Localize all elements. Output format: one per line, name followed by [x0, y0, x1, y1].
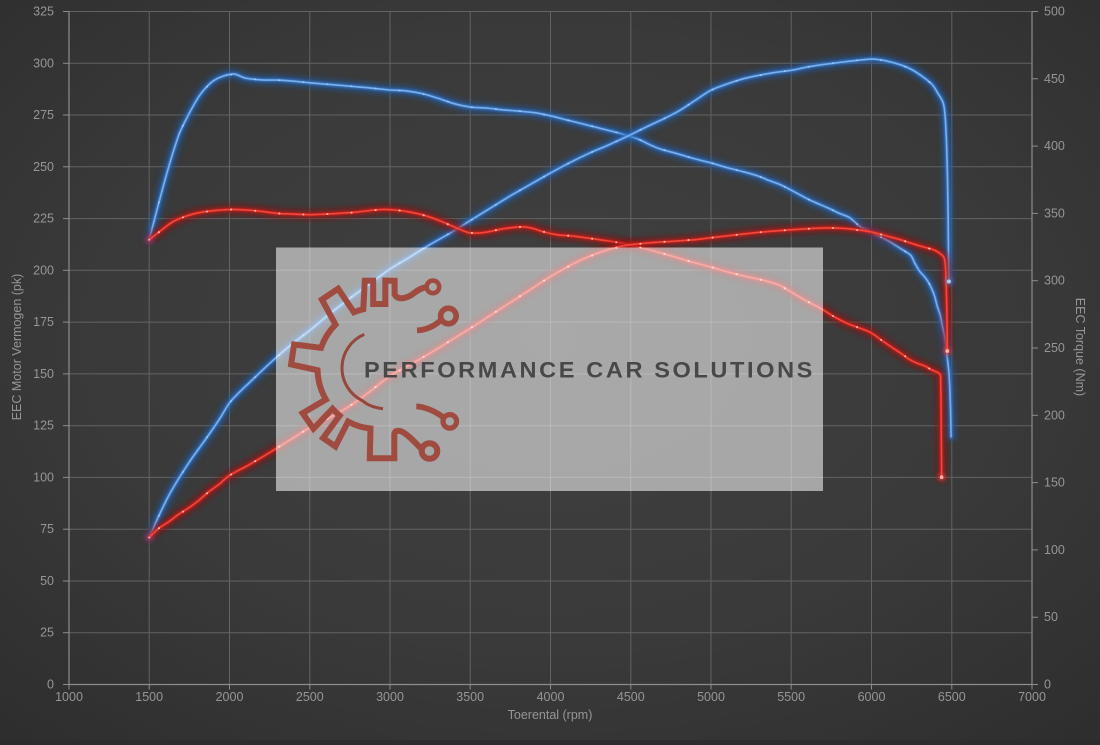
svg-text:200: 200 — [1044, 408, 1065, 422]
svg-text:250: 250 — [33, 160, 54, 174]
svg-text:300: 300 — [1044, 274, 1065, 288]
svg-text:3500: 3500 — [456, 690, 484, 704]
svg-text:EEC Motor Vermogen (pk): EEC Motor Vermogen (pk) — [10, 274, 24, 421]
svg-text:50: 50 — [1044, 610, 1058, 624]
svg-text:400: 400 — [1044, 139, 1065, 153]
svg-text:100: 100 — [1044, 543, 1065, 557]
svg-text:4500: 4500 — [617, 690, 645, 704]
svg-text:125: 125 — [33, 419, 54, 433]
svg-text:150: 150 — [33, 367, 54, 381]
svg-text:6500: 6500 — [938, 690, 966, 704]
svg-text:0: 0 — [47, 678, 54, 692]
svg-text:0: 0 — [1044, 678, 1051, 692]
svg-text:5000: 5000 — [697, 690, 725, 704]
svg-text:6000: 6000 — [858, 690, 886, 704]
svg-text:1000: 1000 — [55, 690, 83, 704]
svg-text:5500: 5500 — [777, 690, 805, 704]
svg-text:225: 225 — [33, 212, 54, 226]
svg-text:275: 275 — [33, 108, 54, 122]
svg-text:2000: 2000 — [216, 690, 244, 704]
svg-text:250: 250 — [1044, 341, 1065, 355]
svg-text:EEC Torque (Nm): EEC Torque (Nm) — [1073, 298, 1087, 396]
svg-text:7000: 7000 — [1018, 690, 1046, 704]
svg-text:Toerental (rpm): Toerental (rpm) — [508, 708, 593, 722]
svg-text:50: 50 — [40, 574, 54, 588]
svg-text:1500: 1500 — [135, 690, 163, 704]
svg-text:350: 350 — [1044, 206, 1065, 220]
svg-text:75: 75 — [40, 522, 54, 536]
svg-text:325: 325 — [33, 5, 54, 19]
svg-text:200: 200 — [33, 263, 54, 277]
svg-text:4000: 4000 — [537, 690, 565, 704]
svg-text:150: 150 — [1044, 476, 1065, 490]
svg-text:PERFORMANCE CAR SOLUTIONS: PERFORMANCE CAR SOLUTIONS — [364, 358, 815, 383]
svg-text:100: 100 — [33, 470, 54, 484]
svg-text:450: 450 — [1044, 72, 1065, 86]
svg-text:2500: 2500 — [296, 690, 324, 704]
svg-text:300: 300 — [33, 56, 54, 70]
svg-text:175: 175 — [33, 315, 54, 329]
svg-text:3000: 3000 — [376, 690, 404, 704]
svg-text:25: 25 — [40, 626, 54, 640]
svg-text:500: 500 — [1044, 5, 1065, 19]
